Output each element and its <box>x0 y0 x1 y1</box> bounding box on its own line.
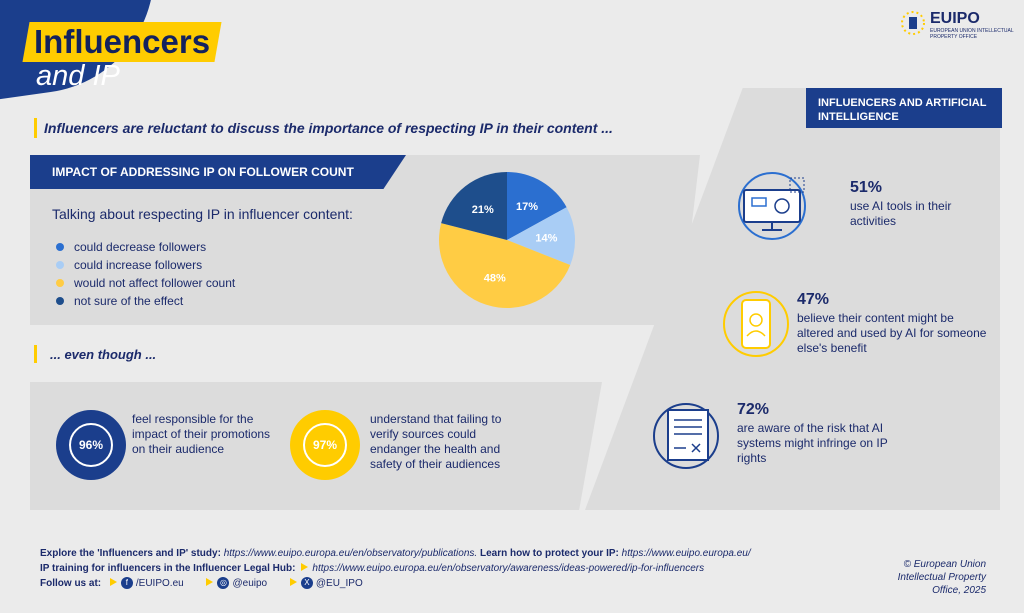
headline: Influencers are reluctant to discuss the… <box>44 120 613 136</box>
arrow-icon <box>206 578 214 586</box>
pie-slice <box>507 172 567 240</box>
stat-text: are aware of the risk that AI systems mi… <box>737 421 888 465</box>
title-highlight: Influencers <box>22 22 222 62</box>
impact-heading-bar: IMPACT OF ADDRESSING IP ON FOLLOWER COUN… <box>30 155 406 189</box>
training-label: IP training for influencers in the Influ… <box>40 563 296 574</box>
impact-question: Talking about respecting IP in influence… <box>52 206 353 222</box>
page-title: Influencers <box>34 23 211 60</box>
pie-label: 14% <box>535 233 557 245</box>
euipo-logo-icon <box>901 11 925 35</box>
stat-pct: 47% <box>797 291 830 308</box>
footer: Explore the 'Influencers and IP' study: … <box>40 546 751 591</box>
arrow-icon <box>301 563 309 571</box>
arrow-icon <box>289 578 297 586</box>
pie-slice <box>438 223 571 309</box>
pie-label: 17% <box>516 201 538 213</box>
headline-accent <box>34 118 37 138</box>
ring-value: 96% <box>69 423 113 467</box>
ai-stat-47: 47% believe their content might be alter… <box>797 292 987 356</box>
pie-label: 48% <box>484 273 506 285</box>
facebook-icon[interactable]: f <box>120 577 133 590</box>
ring-text: understand that failing to verify source… <box>370 412 502 471</box>
legend-label: could decrease followers <box>74 240 207 254</box>
stat-pct: 51% <box>850 179 883 196</box>
phone-user-icon <box>723 291 789 357</box>
legend-label: could increase followers <box>74 258 203 272</box>
even-though-label: ... even though ... <box>50 347 157 362</box>
pie-legend: could decrease followers could increase … <box>56 238 235 310</box>
stat-ring-96: 96% <box>56 410 126 480</box>
legend-item: not sure of the effect <box>56 292 235 310</box>
legend-dot <box>56 279 64 287</box>
stat-text: use AI tools in their activities <box>850 199 952 228</box>
ai-heading-bar: INFLUENCERS AND ARTIFICIAL INTELLIGENCE <box>806 88 1002 128</box>
legend-item: could increase followers <box>56 256 235 274</box>
x-handle[interactable]: @EU_IPO <box>315 578 363 589</box>
logo-text: EUIPO <box>930 10 980 27</box>
legend-dot <box>56 261 64 269</box>
learn-label: Learn how to protect your IP: <box>479 548 619 559</box>
ring-value: 97% <box>303 423 347 467</box>
ai-stat-51: 51% use AI tools in their activities <box>850 180 970 229</box>
x-icon[interactable]: X <box>300 577 313 590</box>
stat-pct: 72% <box>737 401 770 418</box>
stat-text: believe their content might be altered a… <box>797 311 987 355</box>
instagram-icon[interactable]: ◎ <box>217 577 230 590</box>
ai-stat-72: 72% are aware of the risk that AI system… <box>737 402 917 466</box>
legend-dot <box>56 243 64 251</box>
pie-label: 21% <box>472 204 494 216</box>
arrow-icon <box>109 578 117 586</box>
follower-pie-chart: 17% 14% 48% 21% <box>438 172 575 309</box>
impact-heading: IMPACT OF ADDRESSING IP ON FOLLOWER COUN… <box>52 165 354 179</box>
stat-ring-97: 97% <box>290 410 360 480</box>
copyright: © European Union Intellectual Property O… <box>897 559 986 596</box>
follow-label: Follow us at: <box>40 578 102 589</box>
learn-link[interactable]: https://www.euipo.europa.eu/ <box>621 548 751 559</box>
page-subtitle: and IP <box>36 60 120 92</box>
facebook-handle[interactable]: /EUIPO.eu <box>135 578 184 589</box>
legend-item: would not affect follower count <box>56 274 235 292</box>
legend-label: would not affect follower count <box>74 276 236 290</box>
pie-slice <box>507 207 575 266</box>
computer-user-icon <box>738 172 806 240</box>
ring-text: feel responsible for the impact of their… <box>132 412 271 456</box>
legend-label: not sure of the effect <box>74 294 184 308</box>
instagram-handle[interactable]: @euipo <box>232 578 268 589</box>
study-label: Explore the 'Influencers and IP' study: <box>40 548 221 559</box>
even-accent <box>34 345 37 363</box>
legend-item: could decrease followers <box>56 238 235 256</box>
training-link[interactable]: https://www.euipo.europa.eu/en/observato… <box>312 563 705 574</box>
pie-slice <box>441 172 507 240</box>
study-link[interactable]: https://www.euipo.europa.eu/en/observato… <box>223 548 478 559</box>
ai-heading: INFLUENCERS AND ARTIFICIAL INTELLIGENCE <box>818 97 987 123</box>
logo-subtext: European Union Intellectual Property Off… <box>930 28 1014 40</box>
legend-dot <box>56 297 64 305</box>
document-icon <box>653 403 719 469</box>
